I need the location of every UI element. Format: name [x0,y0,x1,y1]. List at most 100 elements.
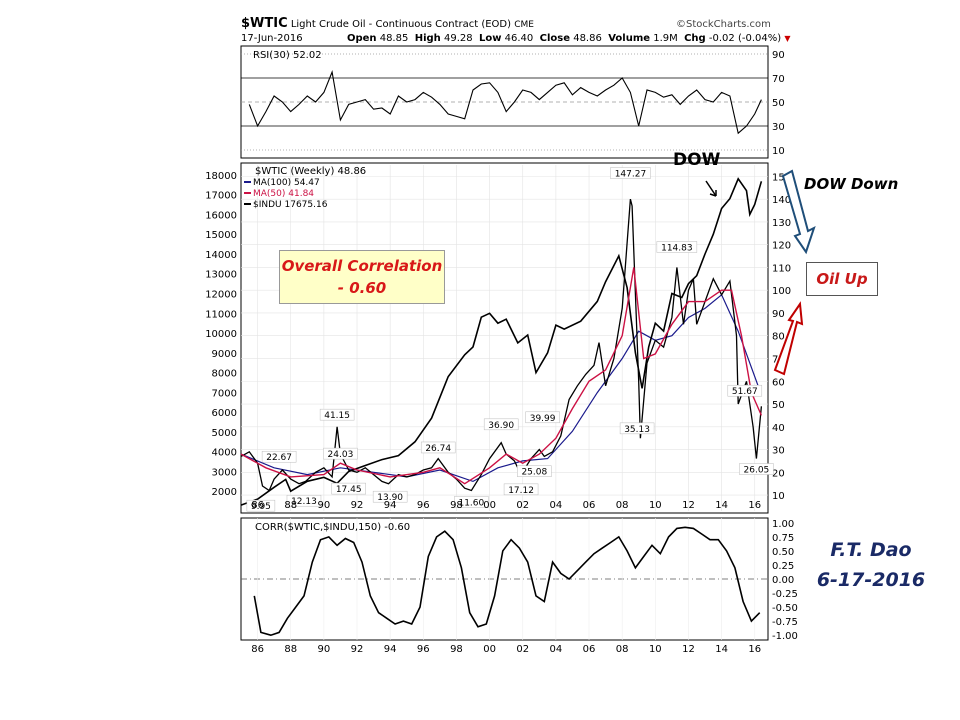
rsi-ticks: 10 30 50 70 90 [772,50,785,157]
dow-pointer-arrow [705,180,717,197]
legend-ma50: MA(50) 41.84 [253,189,314,199]
data-label-box [503,483,539,496]
left-tick-label: 16000 [205,210,237,221]
x-tick-label-main: 88 [284,500,297,511]
legend: $WTIC (Weekly) 48.86 MA(100) 54.47 MA(50… [244,166,366,210]
data-label-box [483,418,519,431]
left-tick-label: 15000 [205,230,237,241]
left-tick-label: 6000 [212,408,237,419]
rsi-tick-label: 50 [772,98,785,109]
data-label: 36.90 [488,421,514,431]
data-labels: 9.95 22.67 12.13 41.15 24.03 17.45 13.90 26.74 1… [246,167,774,512]
corr-tick-label: -1.00 [772,631,798,642]
right-tick-label: 120 [772,241,791,252]
x-tick-label-corr: 10 [649,644,662,655]
data-label: 12.13 [291,497,317,507]
chg-label: Chg [684,33,706,44]
x-tick-label-main: 96 [417,500,430,511]
data-label-box [739,463,774,475]
x-tick-label-corr: 88 [284,644,297,655]
data-label: 17.12 [508,486,534,496]
data-label: 17.45 [336,485,362,495]
correlation-line2: - 0.60 [337,279,387,297]
data-label: 35.13 [624,425,650,435]
low-label: Low [478,33,502,44]
x-tick-label-main: 86 [251,500,264,511]
data-label-box [261,450,297,463]
data-label-box [372,490,408,503]
left-tick-label: 10000 [205,329,237,340]
oil-up-label: Oil Up [806,262,878,296]
data-label: 9.95 [251,502,271,512]
left-tick-label: 13000 [205,270,237,281]
data-label: 26.05 [744,466,770,476]
low-value: 46.40 [504,33,534,44]
x-tick-label-main: 02 [516,500,529,511]
dow-label: DOW [673,150,721,170]
rsi-line [248,69,762,135]
data-label: 51.67 [732,387,758,397]
data-label: 147.27 [615,170,647,180]
data-label: 24.03 [328,450,354,460]
source-credit: ©StockCharts.com [676,19,771,30]
data-label-box [319,408,355,421]
x-axis-ticks-main: 86 88 90 92 94 96 98 00 02 04 06 08 10 12 14 16 [251,500,761,511]
data-label: 11.60 [458,498,484,508]
open-value: 48.85 [379,33,409,44]
legend-ma100: MA(100) 54.47 [253,178,320,188]
right-tick-label: 110 [772,263,791,274]
x-tick-label-corr: 94 [384,644,397,655]
data-label: 39.99 [530,414,556,424]
x-tick-label-corr: 16 [748,644,761,655]
corr-line [253,526,761,637]
data-label: 41.15 [324,411,350,421]
data-label-box [517,465,552,477]
chg-value: -0.02 (-0.04%) [708,33,782,44]
close-value: 48.86 [573,33,602,44]
ma50-line [240,267,763,485]
volume-label: Volume [608,33,651,44]
left-tick-label: 4000 [212,448,237,459]
x-tick-label-corr: 96 [417,644,430,655]
corr-tick-label: 0.75 [772,533,794,544]
rsi-tick-label: 30 [772,122,785,133]
corr-tick-label: 0.50 [772,547,794,558]
right-tick-label: 40 [772,423,785,434]
corr-tick-label: 1.00 [772,519,794,530]
x-tick-label-main: 94 [384,500,397,511]
left-tick-label: 8000 [212,369,237,380]
corr-tick-label: -0.50 [772,603,798,614]
corr-tick-label: 0.25 [772,561,794,572]
data-label-box [610,167,651,179]
x-tick-label-main: 04 [550,500,563,511]
right-tick-label: 100 [772,286,791,297]
description: Light Crude Oil - Continuous Contract (E… [290,19,512,30]
x-tick-label-main: 12 [682,500,695,511]
right-tick-label: 50 [772,400,785,411]
left-tick-label: 3000 [212,467,237,478]
data-label-box [286,494,322,507]
rsi-grid [241,53,768,151]
correlation-line1: Overall Correlation [281,257,443,275]
x-tick-label-corr: 14 [715,644,728,655]
x-tick-label-main: 00 [483,500,496,511]
data-label-box [619,422,655,435]
right-tick-label: 140 [772,195,791,206]
x-tick-label-main: 06 [583,500,596,511]
data-label-box [525,411,560,424]
chart-header: $WTIC Light Crude Oil - Continuous Contr… [241,16,534,31]
author-date: 6-17-2016 [816,569,926,591]
right-tick-label: 20 [772,468,785,479]
x-tick-label-main: 14 [715,500,728,511]
corr-ticks: -1.00 -0.75 -0.50 -0.25 0.00 0.25 0.50 0.75 1.00 [772,519,798,642]
right-tick-label: 150 [772,172,791,183]
data-label-box [331,482,366,495]
left-tick-label: 7000 [212,388,237,399]
data-label: 22.67 [266,453,292,463]
left-axis-ticks: 2000 3000 4000 5000 6000 7000 8000 9000 10000 110… [205,171,237,498]
x-tick-label-main: 92 [351,500,364,511]
author-block: F.T. Dao 6-17-2016 [806,535,936,595]
close-label: Close [539,33,571,44]
symbol: $WTIC [241,16,288,31]
